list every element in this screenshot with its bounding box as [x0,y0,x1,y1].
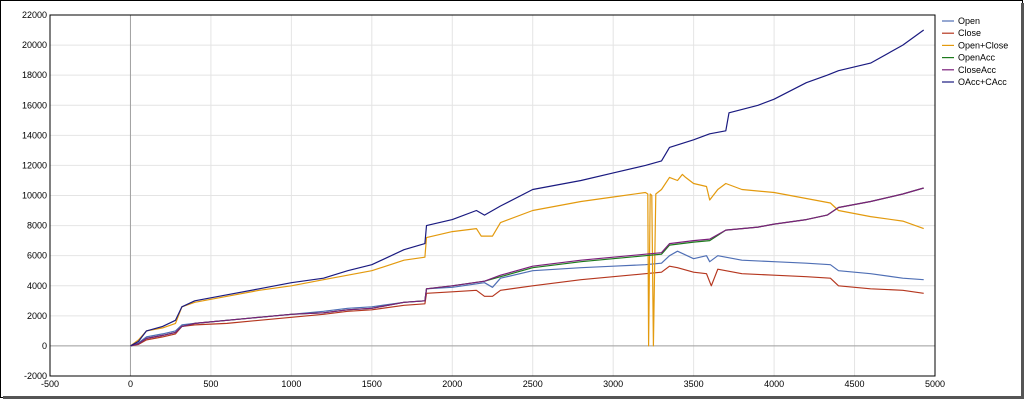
y-tick-label: 14000 [22,130,47,140]
y-tick-label: 4000 [27,281,47,291]
gridlines [49,14,936,377]
x-tick-label: 3000 [603,379,623,389]
y-tick-label: 10000 [22,191,47,201]
series-line-close [130,265,924,347]
series-line-oacc-cacc [130,29,925,347]
legend: Open Close Open+Close OpenAcc CloseAcc OAcc+C… [942,16,1008,87]
x-tick-label: -500 [41,379,59,389]
x-tick-label: 0 [128,379,133,389]
x-tick-label: 2500 [523,379,543,389]
x-tick-label: 4000 [764,379,784,389]
y-tick-label: 22000 [22,10,47,20]
series-line-openacc [130,187,924,347]
x-tick-label: 500 [203,379,218,389]
y-tick-label: 2000 [27,311,47,321]
window-shadow-right [1021,3,1024,399]
x-tick-label: 5000 [925,379,945,389]
legend-label: OAcc+CAcc [958,77,1007,87]
series-line-open [130,250,924,347]
tick-labels: -500 0 500 1000 1500 2000 2500 3000 3500 4000 4500… [22,10,945,389]
x-tick-label: 2000 [442,379,462,389]
legend-label: Open+Close [958,40,1008,50]
y-tick-label: 20000 [22,40,47,50]
plot-area-border [49,14,936,377]
legend-label: OpenAcc [958,53,996,63]
series-lines [130,29,925,347]
y-tick-label: 8000 [27,221,47,231]
series-line-closeacc [130,187,924,347]
legend-label: Close [958,28,981,38]
series-line-open-close [130,173,924,347]
y-tick-label: 6000 [27,251,47,261]
legend-label: Open [958,16,980,26]
y-tick-label: 18000 [22,70,47,80]
x-tick-label: 4500 [845,379,865,389]
x-tick-label: 3500 [684,379,704,389]
y-tick-label: 0 [42,341,47,351]
legend-label: CloseAcc [958,65,997,75]
y-tick-label: 12000 [22,160,47,170]
y-tick-label: -2000 [24,371,47,381]
x-tick-label: 1000 [281,379,301,389]
y-tick-label: 16000 [22,100,47,110]
x-tick-label: 1500 [362,379,382,389]
window-shadow-bottom [3,396,1024,399]
zero-axes [50,15,935,376]
